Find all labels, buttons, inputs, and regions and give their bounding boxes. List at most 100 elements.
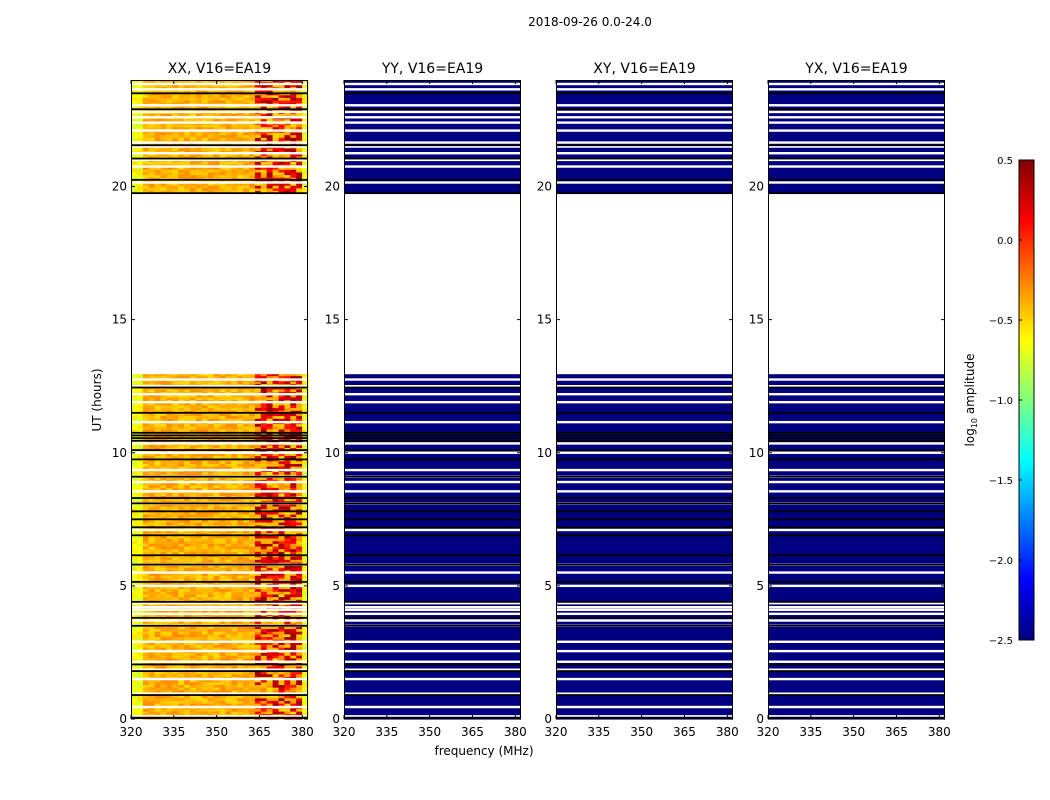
heatmap-cell bbox=[148, 155, 156, 160]
heatmap-cell bbox=[249, 118, 256, 122]
heatmap-cell bbox=[213, 147, 221, 152]
heatmap-cell bbox=[302, 620, 309, 624]
heatmap-cell bbox=[249, 703, 256, 707]
heatmap-cell bbox=[178, 681, 185, 685]
heatmap-cell bbox=[201, 113, 209, 117]
heatmap-cell bbox=[302, 118, 309, 122]
heatmap-cell bbox=[284, 585, 291, 590]
heatmap-cell bbox=[213, 187, 221, 192]
heatmap-cell bbox=[142, 418, 150, 422]
heatmap-cell bbox=[207, 177, 215, 181]
heatmap-cell bbox=[136, 155, 144, 160]
heatmap-cell bbox=[254, 134, 262, 138]
heatmap-cell bbox=[160, 444, 167, 449]
heatmap-cell bbox=[184, 535, 191, 539]
heatmap-cell bbox=[178, 171, 185, 176]
heatmap-cell bbox=[154, 596, 162, 600]
heatmap-cell bbox=[154, 113, 162, 117]
heatmap-cell bbox=[178, 375, 185, 379]
heatmap-cell bbox=[249, 190, 256, 194]
heatmap-cell bbox=[290, 572, 297, 576]
heatmap-cell bbox=[231, 529, 238, 534]
heatmap-cell bbox=[213, 118, 221, 122]
heatmap-cell bbox=[237, 118, 244, 122]
heatmap-cell bbox=[148, 575, 156, 579]
heatmap-cell bbox=[142, 593, 150, 598]
heatmap-cell bbox=[231, 633, 238, 638]
heatmap-cell bbox=[190, 147, 197, 152]
heatmap-cell bbox=[284, 455, 291, 459]
heatmap-cell bbox=[278, 426, 285, 430]
heatmap-cell bbox=[207, 636, 215, 640]
heatmap-cell bbox=[302, 519, 309, 523]
heatmap-cell bbox=[166, 471, 173, 475]
heatmap-cell bbox=[237, 564, 244, 568]
heatmap-cell bbox=[249, 375, 256, 379]
heatmap-cell bbox=[172, 182, 179, 186]
heatmap-cell bbox=[142, 567, 150, 571]
heatmap-cell bbox=[166, 631, 173, 635]
heatmap-cell bbox=[154, 543, 162, 547]
heatmap-cell bbox=[148, 625, 156, 630]
heatmap-cell bbox=[195, 174, 203, 178]
heatmap-cell bbox=[207, 118, 215, 122]
heatmap-cell bbox=[284, 498, 291, 502]
heatmap-cell bbox=[249, 609, 256, 614]
heatmap-cell bbox=[184, 556, 191, 560]
heatmap-cell bbox=[154, 615, 162, 619]
heatmap-cell bbox=[296, 508, 303, 512]
heatmap-cell bbox=[237, 521, 244, 526]
heatmap-cell bbox=[213, 134, 221, 138]
heatmap-cell bbox=[195, 564, 203, 568]
heatmap-cell bbox=[302, 492, 309, 496]
heatmap-cell bbox=[154, 577, 162, 582]
heatmap-cell bbox=[266, 166, 274, 170]
heatmap-cell bbox=[290, 521, 297, 526]
heatmap-cell bbox=[195, 410, 203, 414]
heatmap-cell bbox=[136, 652, 144, 656]
heatmap-cell bbox=[302, 394, 309, 398]
heatmap-cell bbox=[302, 460, 309, 464]
heatmap-cell bbox=[231, 708, 238, 712]
heatmap-cell bbox=[231, 516, 238, 520]
heatmap-cell bbox=[231, 375, 238, 379]
heatmap-cell bbox=[160, 407, 167, 411]
heatmap-cell bbox=[296, 521, 303, 526]
heatmap-cell bbox=[213, 410, 221, 414]
heatmap-cell bbox=[266, 577, 274, 582]
heatmap-cell bbox=[213, 684, 221, 688]
heatmap-cell bbox=[201, 426, 209, 430]
heatmap-cell bbox=[272, 540, 280, 544]
heatmap-cell bbox=[266, 155, 274, 160]
heatmap-cell bbox=[178, 665, 185, 670]
heatmap-cell bbox=[243, 599, 250, 603]
heatmap-cell bbox=[166, 673, 173, 677]
heatmap-cell bbox=[249, 423, 256, 427]
heatmap-cell bbox=[201, 543, 209, 547]
heatmap-cell bbox=[207, 687, 215, 691]
heatmap-cell bbox=[195, 484, 203, 488]
heatmap-cell bbox=[195, 147, 203, 152]
heatmap-cell bbox=[148, 591, 156, 595]
heatmap-cell bbox=[184, 641, 191, 646]
heatmap-cell bbox=[302, 452, 309, 457]
heatmap-cell bbox=[237, 182, 244, 186]
heatmap-cell bbox=[136, 609, 144, 614]
heatmap-cell bbox=[290, 655, 297, 659]
heatmap-cell bbox=[237, 529, 244, 534]
heatmap-cell bbox=[284, 161, 291, 165]
heatmap-cell bbox=[296, 687, 303, 691]
heatmap-cell bbox=[249, 476, 256, 480]
heatmap-cell bbox=[148, 703, 156, 707]
heatmap-cell bbox=[249, 396, 256, 401]
heatmap-cell bbox=[131, 412, 138, 417]
heatmap-cell bbox=[190, 508, 197, 512]
heatmap-cell bbox=[172, 171, 179, 176]
heatmap-cell bbox=[219, 155, 226, 160]
heatmap-cell bbox=[136, 540, 144, 544]
heatmap-cell bbox=[254, 375, 262, 379]
heatmap-cell bbox=[172, 665, 179, 670]
heatmap-cell bbox=[249, 495, 256, 499]
heatmap-cell bbox=[184, 673, 191, 677]
heatmap-cell bbox=[237, 492, 244, 496]
